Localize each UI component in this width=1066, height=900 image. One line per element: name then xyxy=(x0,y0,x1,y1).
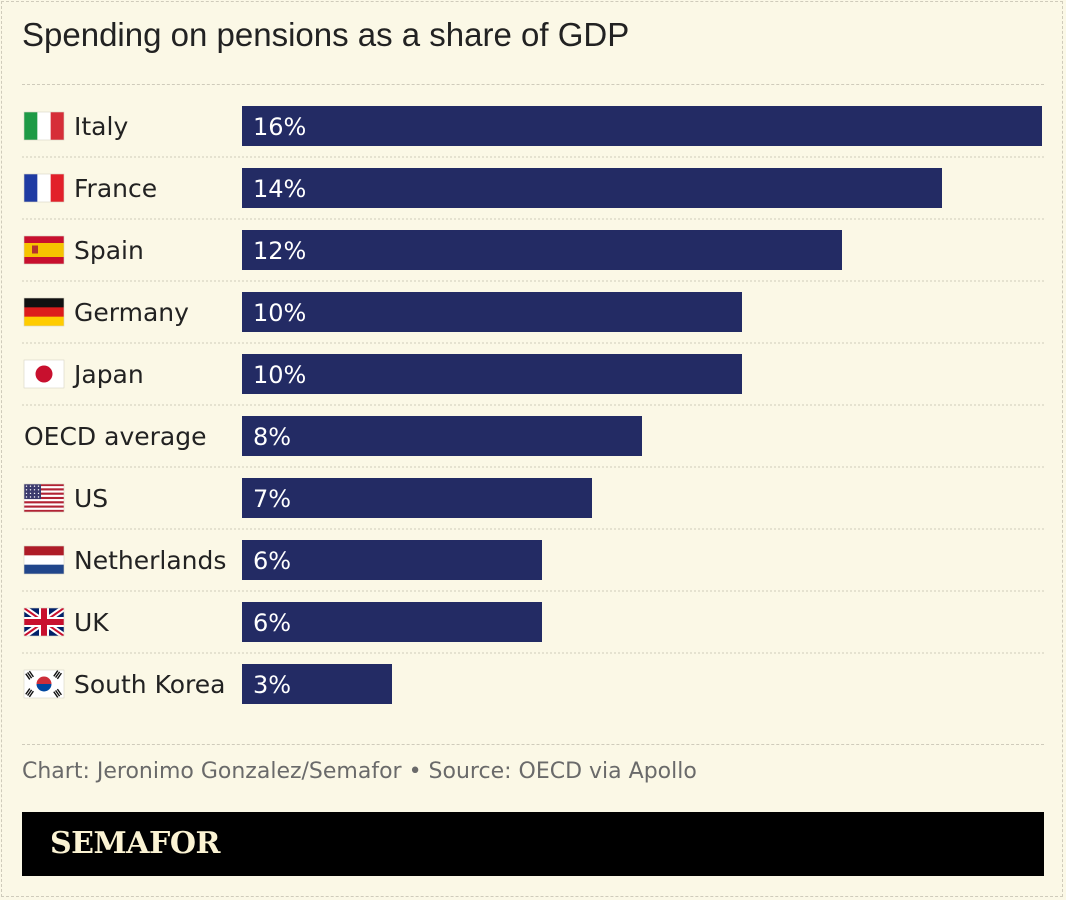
germany-flag-icon xyxy=(23,297,65,327)
category-label: Germany xyxy=(74,298,189,327)
header-divider xyxy=(22,84,1044,85)
bar xyxy=(242,664,392,704)
bar-value-label: 10% xyxy=(253,361,306,389)
bar-value-label: 6% xyxy=(253,609,291,637)
france-flag-icon xyxy=(23,173,65,203)
bar xyxy=(242,106,1042,146)
bar-value-label: 6% xyxy=(253,547,291,575)
italy-flag-icon xyxy=(23,111,65,141)
bar-value-label: 16% xyxy=(253,113,306,141)
chart-row: OECD average 8% xyxy=(22,416,1044,468)
category-label: UK xyxy=(74,608,109,637)
category-label: OECD average xyxy=(24,422,206,451)
category-label: France xyxy=(74,174,157,203)
category-label: Netherlands xyxy=(74,546,226,575)
bar-value-label: 3% xyxy=(253,671,291,699)
bar-value-label: 14% xyxy=(253,175,306,203)
chart-row: Netherlands 6% xyxy=(22,540,1044,592)
bar xyxy=(242,540,542,580)
bar xyxy=(242,354,742,394)
bar xyxy=(242,168,942,208)
netherlands-flag-icon xyxy=(23,545,65,575)
bar-value-label: 10% xyxy=(253,299,306,327)
chart-row: Japan 10% xyxy=(22,354,1044,406)
spain-flag-icon xyxy=(23,235,65,265)
source-note: Chart: Jeronimo Gonzalez/Semafor • Sourc… xyxy=(22,759,697,784)
chart-title: Spending on pensions as a share of GDP xyxy=(22,16,630,53)
category-label: Japan xyxy=(72,360,144,389)
chart-row: Germany 10% xyxy=(22,292,1044,344)
bar-chart: Italy 16%France 14%Spain 12%Germany 10%Japan… xyxy=(22,106,1044,704)
bar-value-label: 12% xyxy=(253,237,306,265)
bar xyxy=(242,416,642,456)
chart-row: Spain 12% xyxy=(22,230,1044,282)
bar xyxy=(242,292,742,332)
bar xyxy=(242,602,542,642)
category-label: South Korea xyxy=(74,670,225,699)
bar xyxy=(242,478,592,518)
bar-value-label: 7% xyxy=(253,485,291,513)
category-label: Spain xyxy=(74,236,144,265)
bar xyxy=(242,230,842,270)
category-label: US xyxy=(74,484,108,513)
japan-flag-icon xyxy=(23,359,65,389)
chart-row: UK 6% xyxy=(22,602,1044,654)
bar-value-label: 8% xyxy=(253,423,291,451)
chart-row: South Korea 3% xyxy=(23,664,392,704)
chart-row: France 14% xyxy=(22,168,1044,220)
footer-divider xyxy=(22,744,1044,745)
chart-row: US 7% xyxy=(22,478,1044,530)
us-flag-icon xyxy=(23,483,65,513)
chart-row: Italy 16% xyxy=(22,106,1044,158)
south-korea-flag-icon xyxy=(23,669,65,699)
uk-flag-icon xyxy=(23,607,65,637)
semafor-logo: SEMAFOR xyxy=(50,826,220,861)
category-label: Italy xyxy=(74,112,128,141)
brand-footer: SEMAFOR xyxy=(22,812,1044,876)
